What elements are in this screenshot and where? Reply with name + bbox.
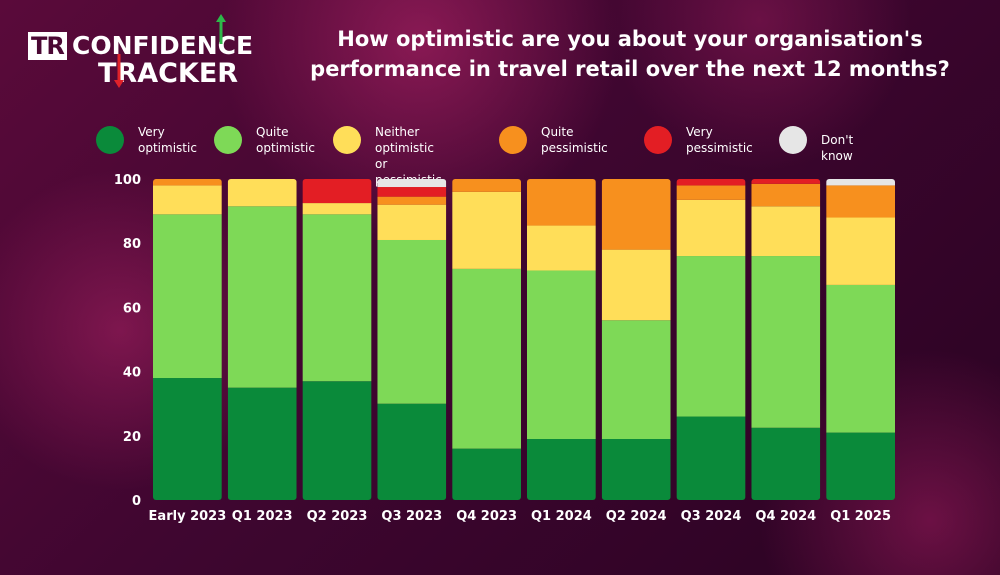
bar-group <box>601 179 671 500</box>
logo-prefix: TR <box>28 32 67 60</box>
bar-segment <box>826 217 895 285</box>
bar-segment <box>601 179 671 250</box>
bar-segment <box>676 179 746 186</box>
bar-segment <box>302 214 372 382</box>
bar-segment <box>377 196 447 205</box>
bar-segment <box>527 179 596 226</box>
chart-title-line-1: How optimistic are you about your organi… <box>337 27 923 51</box>
bar-segment <box>826 432 895 500</box>
bar-segment <box>601 320 671 440</box>
legend-label: Quite pessimistic <box>541 125 608 155</box>
legend-label: Very optimistic <box>138 125 197 155</box>
up-arrow-icon <box>216 14 226 44</box>
x-tick-label: Q2 2024 <box>606 509 667 524</box>
bar-segment <box>751 256 821 428</box>
bar-segment <box>153 179 222 186</box>
legend-swatch <box>214 126 242 154</box>
bar-segment <box>377 187 447 197</box>
bar-segment <box>751 183 821 207</box>
bar-segment <box>377 239 447 404</box>
bar-group <box>227 179 297 500</box>
bar-segment <box>452 268 521 449</box>
bar-group <box>751 179 821 500</box>
down-arrow-icon <box>114 54 124 88</box>
x-tick-label: Q1 2025 <box>830 509 891 524</box>
legend-swatch <box>96 126 124 154</box>
bar-segment <box>601 249 671 321</box>
bar-segment <box>751 427 821 500</box>
bar-segment <box>302 203 372 215</box>
bar-group <box>452 179 521 500</box>
bar-segment <box>676 256 746 417</box>
y-tick-label: 60 <box>123 301 141 316</box>
bar-group <box>826 179 895 500</box>
bar-segment <box>227 206 297 388</box>
bar-segment <box>377 204 447 240</box>
x-tick-label: Q3 2023 <box>381 509 442 524</box>
bar-segment <box>527 439 596 500</box>
legend-swatch <box>499 126 527 154</box>
legend-swatch <box>333 126 361 154</box>
x-tick-label: Q3 2024 <box>681 509 742 524</box>
bar-segment <box>452 179 521 192</box>
bar-segment <box>527 270 596 440</box>
bar-segment <box>377 179 447 188</box>
x-tick-label: Early 2023 <box>149 509 227 524</box>
bar-segment <box>227 387 297 500</box>
bar-segment <box>452 191 521 269</box>
legend-swatch <box>779 126 807 154</box>
y-tick-label: 0 <box>132 494 141 509</box>
bar-segment <box>527 225 596 271</box>
y-tick-label: 40 <box>123 366 141 381</box>
x-tick-label: Q1 2024 <box>531 509 592 524</box>
x-tick-label: Q1 2023 <box>232 509 293 524</box>
bar-segment <box>302 381 372 500</box>
y-tick-label: 20 <box>123 430 141 445</box>
bar-group <box>527 179 596 500</box>
chart-title: How optimistic are you about your organi… <box>300 24 960 84</box>
confidence-tracker-logo: TR CONFIDENCE TRACKER <box>28 14 278 94</box>
bar-group <box>153 179 222 500</box>
bar-segment <box>153 378 222 500</box>
bar-segment <box>751 206 821 257</box>
bar-segment <box>227 179 297 207</box>
bar-group <box>676 179 746 500</box>
bar-segment <box>452 448 521 500</box>
bar-segment <box>153 214 222 379</box>
bar-segment <box>676 199 746 257</box>
y-tick-label: 100 <box>114 173 141 188</box>
bar-segment <box>676 185 746 200</box>
bar-segment <box>676 416 746 500</box>
x-tick-label: Q4 2024 <box>755 509 816 524</box>
bar-segment <box>302 179 372 204</box>
y-tick-label: 80 <box>123 237 141 252</box>
x-tick-label: Q2 2023 <box>307 509 368 524</box>
bar-segment <box>153 185 222 215</box>
legend-label: Quite optimistic <box>256 125 315 155</box>
legend-label: Very pessimistic <box>686 125 753 155</box>
bar-group <box>302 179 372 500</box>
bar-group <box>377 179 447 500</box>
bar-segment <box>601 439 671 500</box>
bar-segment <box>751 179 821 184</box>
legend-swatch <box>644 126 672 154</box>
x-tick-label: Q4 2023 <box>456 509 517 524</box>
bar-segment <box>826 185 895 218</box>
bar-segment <box>826 284 895 433</box>
logo-line-1: CONFIDENCE <box>72 31 254 60</box>
bar-segment <box>377 403 447 500</box>
bar-segment <box>826 179 895 186</box>
legend-label: Don't know <box>821 133 854 163</box>
chart-title-line-2: performance in travel retail over the ne… <box>310 57 950 81</box>
